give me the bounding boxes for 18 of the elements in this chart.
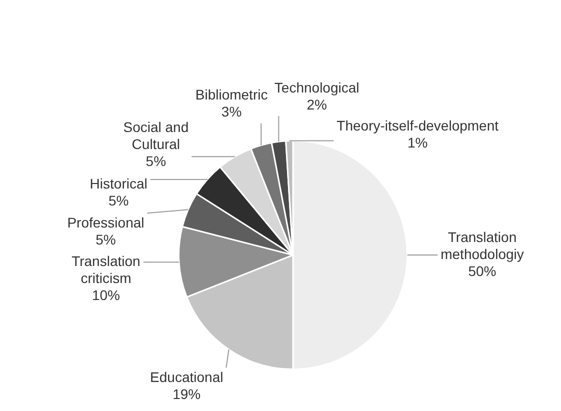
data-label: 10% [92, 287, 120, 304]
slice-label: Professional [67, 214, 144, 230]
slice-label: Technological [274, 79, 360, 96]
slice-label: Social and Cultural [123, 119, 189, 152]
data-label: 19% [172, 386, 201, 402]
slice-label: Theory-itself-development [336, 117, 499, 134]
slice-label: Historical [90, 176, 148, 192]
slice-label: Translation criticism [72, 253, 140, 286]
data-label: 5% [146, 153, 166, 170]
slice-label: Translation methodologiy [440, 228, 524, 262]
data-label: 3% [221, 104, 242, 120]
data-label: 5% [108, 192, 129, 209]
slice-label: Educational [150, 369, 224, 386]
data-label: 5% [96, 231, 116, 248]
data-label: 50% [468, 262, 496, 279]
slice-label: Bibliometric [195, 86, 268, 103]
data-label: 2% [306, 96, 327, 112]
data-label: 1% [407, 134, 428, 150]
